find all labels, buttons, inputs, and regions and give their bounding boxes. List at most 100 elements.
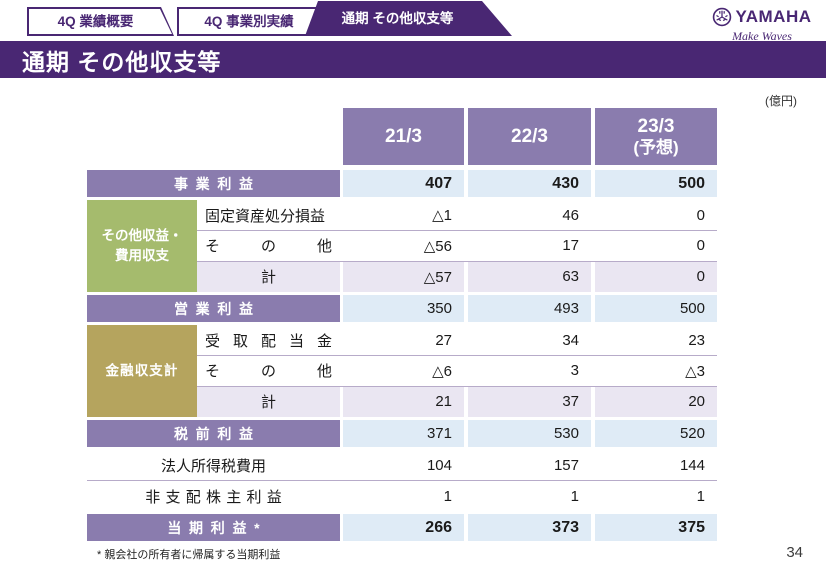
tab-label: 通期 その他収支等 [341,11,454,26]
label-char: そ [205,363,221,380]
row-label: その他 [197,355,340,386]
table-row: 法人所得税費用 104 157 144 [87,450,717,480]
tab-label: 4Q 事業別実績 [204,14,294,29]
column-header-label: 23/3 [637,115,675,137]
label-char: 他 [316,363,332,380]
cell-value: 1 [468,481,591,511]
row-label: 営業利益 [87,295,340,322]
tab-label: 4Q 業績概要 [57,14,134,29]
cell-value: 373 [468,514,591,541]
row-separator [197,386,717,387]
cell-value: 407 [343,170,464,197]
cell-value: △6 [343,355,464,386]
row-label: 事業利益 [87,170,340,197]
cell-value: 0 [595,261,717,292]
column-header: 22/3 [468,108,591,165]
row-separator [197,230,717,231]
cell-value: 46 [468,200,591,230]
table-group: 金融収支計受取配当金 27 34 23 その他 △6 3 △3 計 21 37 20 [87,325,717,417]
label-char: 受 [205,332,221,350]
cell-value: 375 [595,514,717,541]
cell-value: 3 [468,355,591,386]
row-separator [197,261,717,262]
group-label-line: 金融収支計 [105,362,179,378]
label-char: の [260,363,276,380]
table-header-row: 21/3 22/3 23/3 (予想) [87,108,717,165]
row-label: 固定資産処分損益 [197,200,340,230]
cell-value: △3 [595,355,717,386]
label-char: の [260,238,276,255]
cell-value: △56 [343,230,464,261]
cell-value: 63 [468,261,591,292]
tab-fill [179,9,329,34]
label-char: 配 [260,332,276,350]
unit-label: (億円) [765,94,797,108]
table-row: 税前利益 371 530 520 [87,420,717,447]
row-label: 当期利益* [87,514,340,541]
group-label: その他収益・ 費用収支 [87,200,197,292]
table-group: その他収益・ 費用収支 固定資産処分損益 △1 46 0 その他 △56 17 0 計 △57 63 0 [87,200,717,292]
cell-value: 157 [468,450,591,480]
cell-value: 530 [468,420,591,447]
column-header-sublabel: (予想) [633,137,679,157]
column-header-label: 21/3 [385,125,422,147]
row-label: その他 [197,230,340,261]
brand-name: YAMAHA [735,7,812,26]
tab-fill [29,9,172,34]
cell-value: 17 [468,230,591,261]
cell-value: 350 [343,295,464,322]
column-header-label: 22/3 [511,125,548,147]
group-label: 金融収支計 [87,325,197,417]
label-char: 取 [232,332,248,350]
cell-value: △57 [343,261,464,292]
cell-value: 0 [595,200,717,230]
label-char: 他 [316,238,332,255]
footnote: * 親会社の所有者に帰属する当期利益 [97,549,281,561]
label-char: そ [205,238,221,255]
cell-value: 21 [343,386,464,417]
cell-value: 23 [595,325,717,355]
cell-value: 430 [468,170,591,197]
page-title: 通期 その他収支等 [22,48,222,75]
group-label-line: その他収益・ [101,227,183,243]
cell-value: 20 [595,386,717,417]
cell-value: 1 [595,481,717,511]
cell-value: 1 [343,481,464,511]
row-label: 法人所得税費用 [87,450,340,480]
label-char: 当 [288,332,304,350]
table-row: 非支配株主利益 1 1 1 [87,480,717,511]
cell-value: 0 [595,230,717,261]
tab-4q-results-overview[interactable]: 4Q 業績概要 [27,7,174,36]
tuning-fork-icon [713,7,732,27]
cell-value: 371 [343,420,464,447]
income-table: 21/3 22/3 23/3 (予想) 事業利益 407 430 500 その他収益・ 費用収支固… [87,108,717,541]
row-label: 非支配株主利益 [87,481,340,511]
column-header: 23/3 (予想) [595,108,717,165]
cell-value: 500 [595,295,717,322]
table-row: 当期利益* 266 373 375 [87,514,717,541]
cell-value: 27 [343,325,464,355]
row-label: 受取配当金 [197,325,340,355]
row-label: 計 [197,386,340,417]
column-header: 21/3 [343,108,464,165]
cell-value: △1 [343,200,464,230]
table-row: 事業利益 407 430 500 [87,170,717,197]
page-number: 34 [786,544,803,561]
row-separator [197,355,717,356]
cell-value: 144 [595,450,717,480]
cell-value: 520 [595,420,717,447]
cell-value: 500 [595,170,717,197]
row-label: 計 [197,261,340,292]
row-label: 税前利益 [87,420,340,447]
tab-fullyear-other-income-active[interactable]: 通期 その他収支等 [305,1,512,36]
cell-value: 34 [468,325,591,355]
cell-value: 493 [468,295,591,322]
table-row: 営業利益 350 493 500 [87,295,717,322]
tab-4q-segment-results[interactable]: 4Q 事業別実績 [177,7,331,36]
cell-value: 37 [468,386,591,417]
label-char: 金 [316,332,332,350]
cell-value: 104 [343,450,464,480]
cell-value: 266 [343,514,464,541]
title-bar: 通期 その他収支等 [0,41,826,78]
